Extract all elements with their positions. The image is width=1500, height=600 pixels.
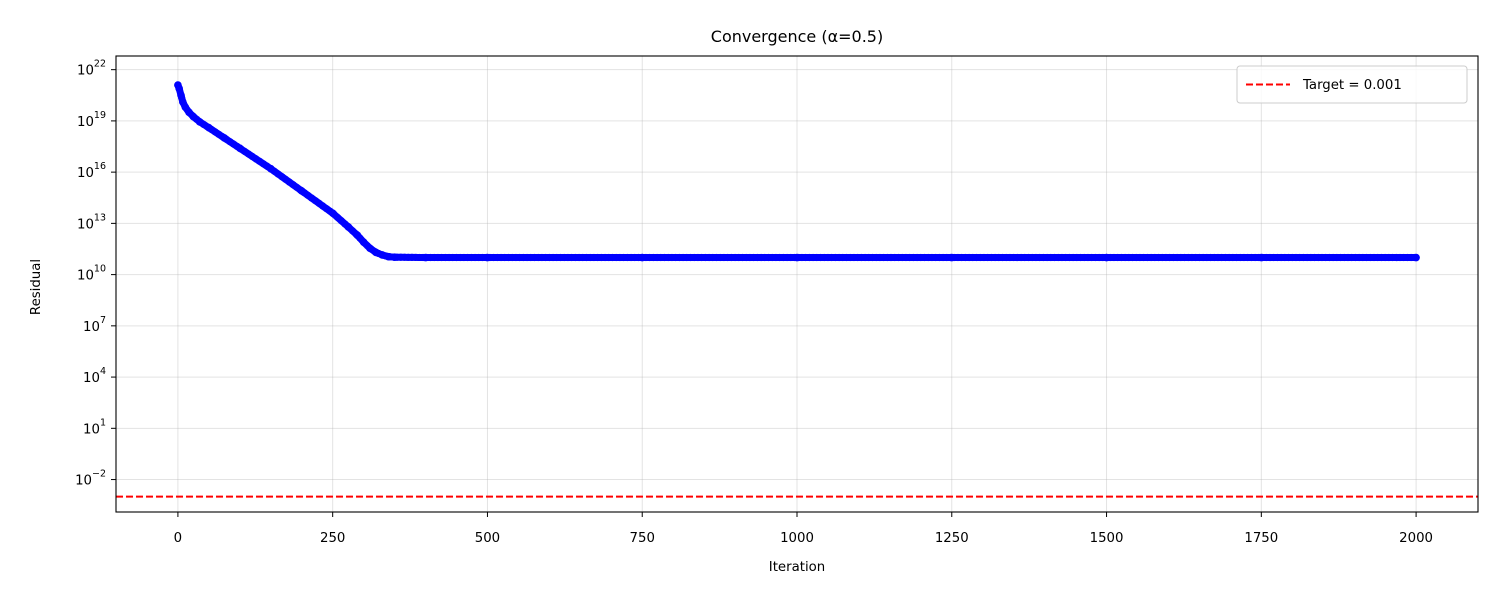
x-axis-ticks: 0 250 500 750 1000 1250 1500 1750 2000 bbox=[174, 512, 1433, 546]
y-tick-exponent: 10 bbox=[94, 264, 106, 275]
y-tick-exponent: 4 bbox=[100, 366, 106, 377]
y-tick-base: 10 bbox=[77, 269, 94, 284]
residual-data-point bbox=[372, 248, 380, 257]
residual-series-markers bbox=[174, 81, 1420, 262]
x-tick-label: 0 bbox=[174, 531, 182, 546]
residual-data-point bbox=[220, 134, 229, 142]
residual-data-point bbox=[366, 244, 374, 252]
x-tick-label: 250 bbox=[320, 531, 345, 546]
y-tick-label: 104 bbox=[83, 366, 106, 386]
chart-title: Convergence (α=0.5) bbox=[711, 27, 883, 46]
residual-data-point bbox=[195, 117, 204, 126]
y-tick-base: 10 bbox=[77, 64, 94, 79]
y-tick-exponent: 13 bbox=[94, 212, 106, 223]
x-tick-label: 1000 bbox=[780, 531, 814, 546]
x-tick-label: 1500 bbox=[1090, 531, 1124, 546]
residual-data-point bbox=[297, 187, 306, 195]
x-tick-label: 750 bbox=[630, 531, 655, 546]
residual-data-point bbox=[236, 144, 244, 153]
residual-data-point bbox=[638, 253, 647, 262]
y-tick-base: 10 bbox=[77, 166, 94, 181]
y-tick-label: 1019 bbox=[77, 110, 106, 130]
y-tick-label: 107 bbox=[83, 315, 106, 335]
residual-data-point bbox=[378, 251, 387, 259]
x-tick-label: 1750 bbox=[1244, 531, 1278, 546]
y-tick-base: 10 bbox=[77, 217, 94, 232]
x-tick-label: 1250 bbox=[935, 531, 969, 546]
residual-data-point bbox=[175, 84, 183, 93]
y-tick-base: 10 bbox=[75, 474, 92, 489]
residual-data-point bbox=[1257, 253, 1266, 262]
residual-data-point bbox=[189, 112, 198, 121]
x-tick-label: 2000 bbox=[1399, 531, 1433, 546]
residual-data-point bbox=[266, 164, 275, 173]
y-tick-exponent: −2 bbox=[92, 469, 106, 480]
legend: Target = 0.001 bbox=[1236, 65, 1468, 104]
y-tick-label: 1016 bbox=[77, 161, 106, 181]
y-tick-exponent: 1 bbox=[100, 417, 106, 428]
y-axis-label: Residual bbox=[29, 259, 44, 315]
y-tick-exponent: 19 bbox=[94, 110, 106, 121]
y-tick-label: 1022 bbox=[77, 59, 106, 79]
residual-data-point bbox=[205, 123, 213, 132]
residual-data-point bbox=[947, 253, 956, 262]
y-tick-base: 10 bbox=[77, 115, 94, 130]
y-tick-label: 101 bbox=[83, 417, 106, 437]
residual-data-point bbox=[353, 231, 362, 240]
y-tick-label: 10−2 bbox=[75, 469, 106, 489]
y-tick-base: 10 bbox=[83, 320, 100, 335]
y-tick-exponent: 22 bbox=[94, 59, 106, 70]
y-tick-label: 1010 bbox=[77, 264, 106, 284]
residual-data-point bbox=[1102, 253, 1111, 262]
residual-data-point bbox=[421, 253, 430, 262]
legend-target-label: Target = 0.001 bbox=[1302, 78, 1402, 93]
y-tick-base: 10 bbox=[83, 371, 100, 386]
residual-data-point bbox=[384, 252, 393, 261]
y-tick-exponent: 16 bbox=[94, 161, 106, 172]
y-tick-label: 1013 bbox=[77, 212, 106, 232]
residual-data-point bbox=[1412, 253, 1420, 262]
residual-data-point bbox=[328, 209, 337, 217]
legend-box bbox=[1236, 65, 1468, 104]
residual-data-point bbox=[390, 253, 399, 261]
residual-data-point bbox=[359, 238, 368, 246]
residual-data-point bbox=[177, 91, 185, 100]
x-axis-label: Iteration bbox=[769, 560, 825, 575]
residual-data-point bbox=[344, 222, 352, 231]
plot-content bbox=[116, 81, 1478, 498]
x-tick-label: 500 bbox=[475, 531, 500, 546]
residual-data-point bbox=[483, 253, 492, 262]
residual-data-point bbox=[793, 253, 801, 262]
y-tick-exponent: 7 bbox=[100, 315, 106, 326]
y-tick-base: 10 bbox=[83, 422, 100, 437]
